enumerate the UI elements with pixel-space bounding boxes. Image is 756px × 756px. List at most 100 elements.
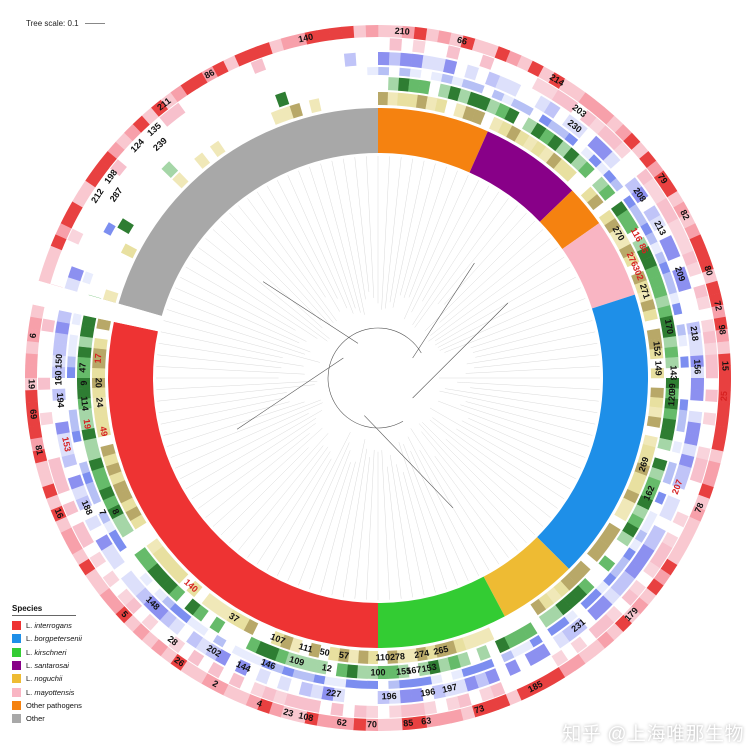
ring-cell (636, 246, 654, 262)
ring-cell (623, 252, 640, 268)
ring-cell (389, 25, 403, 38)
ring-cell (209, 616, 226, 634)
legend-swatch (12, 634, 21, 644)
leaf-branch (191, 418, 317, 500)
ring-cell (323, 676, 336, 686)
ring-cell (522, 135, 539, 152)
ring-label: 28 (166, 634, 180, 648)
ring-cell (653, 170, 671, 188)
ring-cell (598, 555, 616, 572)
ring-cell (553, 580, 570, 598)
ring-cell (53, 332, 69, 346)
annotation-ring (38, 38, 718, 718)
ring-cell (464, 675, 479, 692)
ring-cell (353, 718, 367, 731)
ring-cell (141, 613, 159, 631)
ring-label: 25 (719, 391, 730, 402)
ring-cell (598, 530, 616, 547)
ring-cell (77, 356, 91, 368)
ring-cell (561, 624, 579, 642)
ring-label: 50 (319, 646, 331, 658)
ring-cell (241, 650, 255, 663)
ring-cell (234, 689, 251, 706)
ring-cell (680, 356, 689, 368)
ring-cell (485, 71, 501, 88)
ring-cell (705, 460, 721, 476)
ring-cell (448, 708, 464, 724)
ring-cell (328, 26, 343, 41)
ring-cell (417, 661, 431, 677)
ring-label: 81 (33, 444, 45, 456)
ring-cell (367, 650, 378, 664)
ring-cell (672, 228, 689, 245)
ring-cell (425, 96, 438, 112)
ring-label: 6 (79, 381, 89, 386)
ring-cell (547, 120, 562, 134)
ring-cell (505, 689, 522, 706)
ring-cell (231, 645, 246, 658)
ring-cell (640, 299, 656, 313)
ring-cell (686, 261, 702, 277)
ring-cell (457, 651, 472, 668)
ring-label: 66 (456, 35, 468, 47)
leaf-branch (411, 180, 479, 313)
ring-cell (598, 209, 616, 226)
ring-cell (26, 328, 41, 343)
ring-cell (563, 147, 580, 165)
leaf-branch (439, 287, 581, 351)
leaf-branch (468, 417, 581, 469)
ring-cell (93, 406, 108, 418)
ring-cell (476, 95, 492, 112)
ring-label: 49 (98, 425, 110, 437)
ring-cell (168, 617, 186, 635)
ring-cell (316, 28, 331, 43)
legend-label: L. noguchii (26, 674, 63, 684)
ring-cell (55, 421, 70, 435)
ring-cell (702, 471, 718, 488)
ring-cell (672, 474, 689, 490)
ring-cell (627, 513, 644, 529)
ring-cell (81, 315, 97, 328)
ring-cell (586, 546, 604, 563)
ring-label: 152 (651, 341, 663, 357)
ring-cell (669, 292, 680, 305)
ring-cell (634, 280, 651, 294)
ring-label: 5 (119, 609, 130, 619)
ring-cell (451, 669, 464, 680)
ring-cell (570, 636, 588, 654)
ring-label: 269 (637, 456, 651, 473)
ring-cell (280, 35, 296, 51)
ring-cell (72, 548, 89, 566)
leaf-branch (343, 158, 366, 300)
leaf-branch (434, 455, 509, 558)
ring-cell (451, 76, 464, 87)
ring-cell (77, 387, 91, 399)
ring-cell (201, 592, 218, 610)
ring-cell (280, 105, 294, 122)
ring-cell (480, 627, 495, 644)
ring-cell (595, 595, 613, 613)
ring-cell (356, 665, 368, 679)
ring-cell (662, 471, 674, 485)
ring-cell (425, 28, 440, 43)
ring-cell (415, 646, 428, 662)
leaf-branch (434, 256, 565, 342)
clade-ring (107, 108, 648, 648)
ring-cell (520, 640, 534, 653)
ring-cell (609, 226, 626, 242)
ring-cell (717, 341, 731, 355)
ring-label: 100 (370, 667, 385, 677)
ring-cell (180, 78, 198, 96)
leaf-branch (157, 354, 282, 369)
ring-cell (580, 186, 598, 203)
ring-label: 73 (473, 703, 486, 715)
leaf-branch (418, 423, 527, 544)
ring-cell (445, 696, 461, 711)
leaf-branch (443, 212, 527, 305)
ring-cell (602, 587, 621, 605)
legend-swatch (12, 674, 21, 684)
ring-cell (624, 561, 642, 579)
ring-cell (693, 457, 708, 473)
ring-cell (705, 366, 718, 379)
ring-cell (95, 476, 111, 491)
